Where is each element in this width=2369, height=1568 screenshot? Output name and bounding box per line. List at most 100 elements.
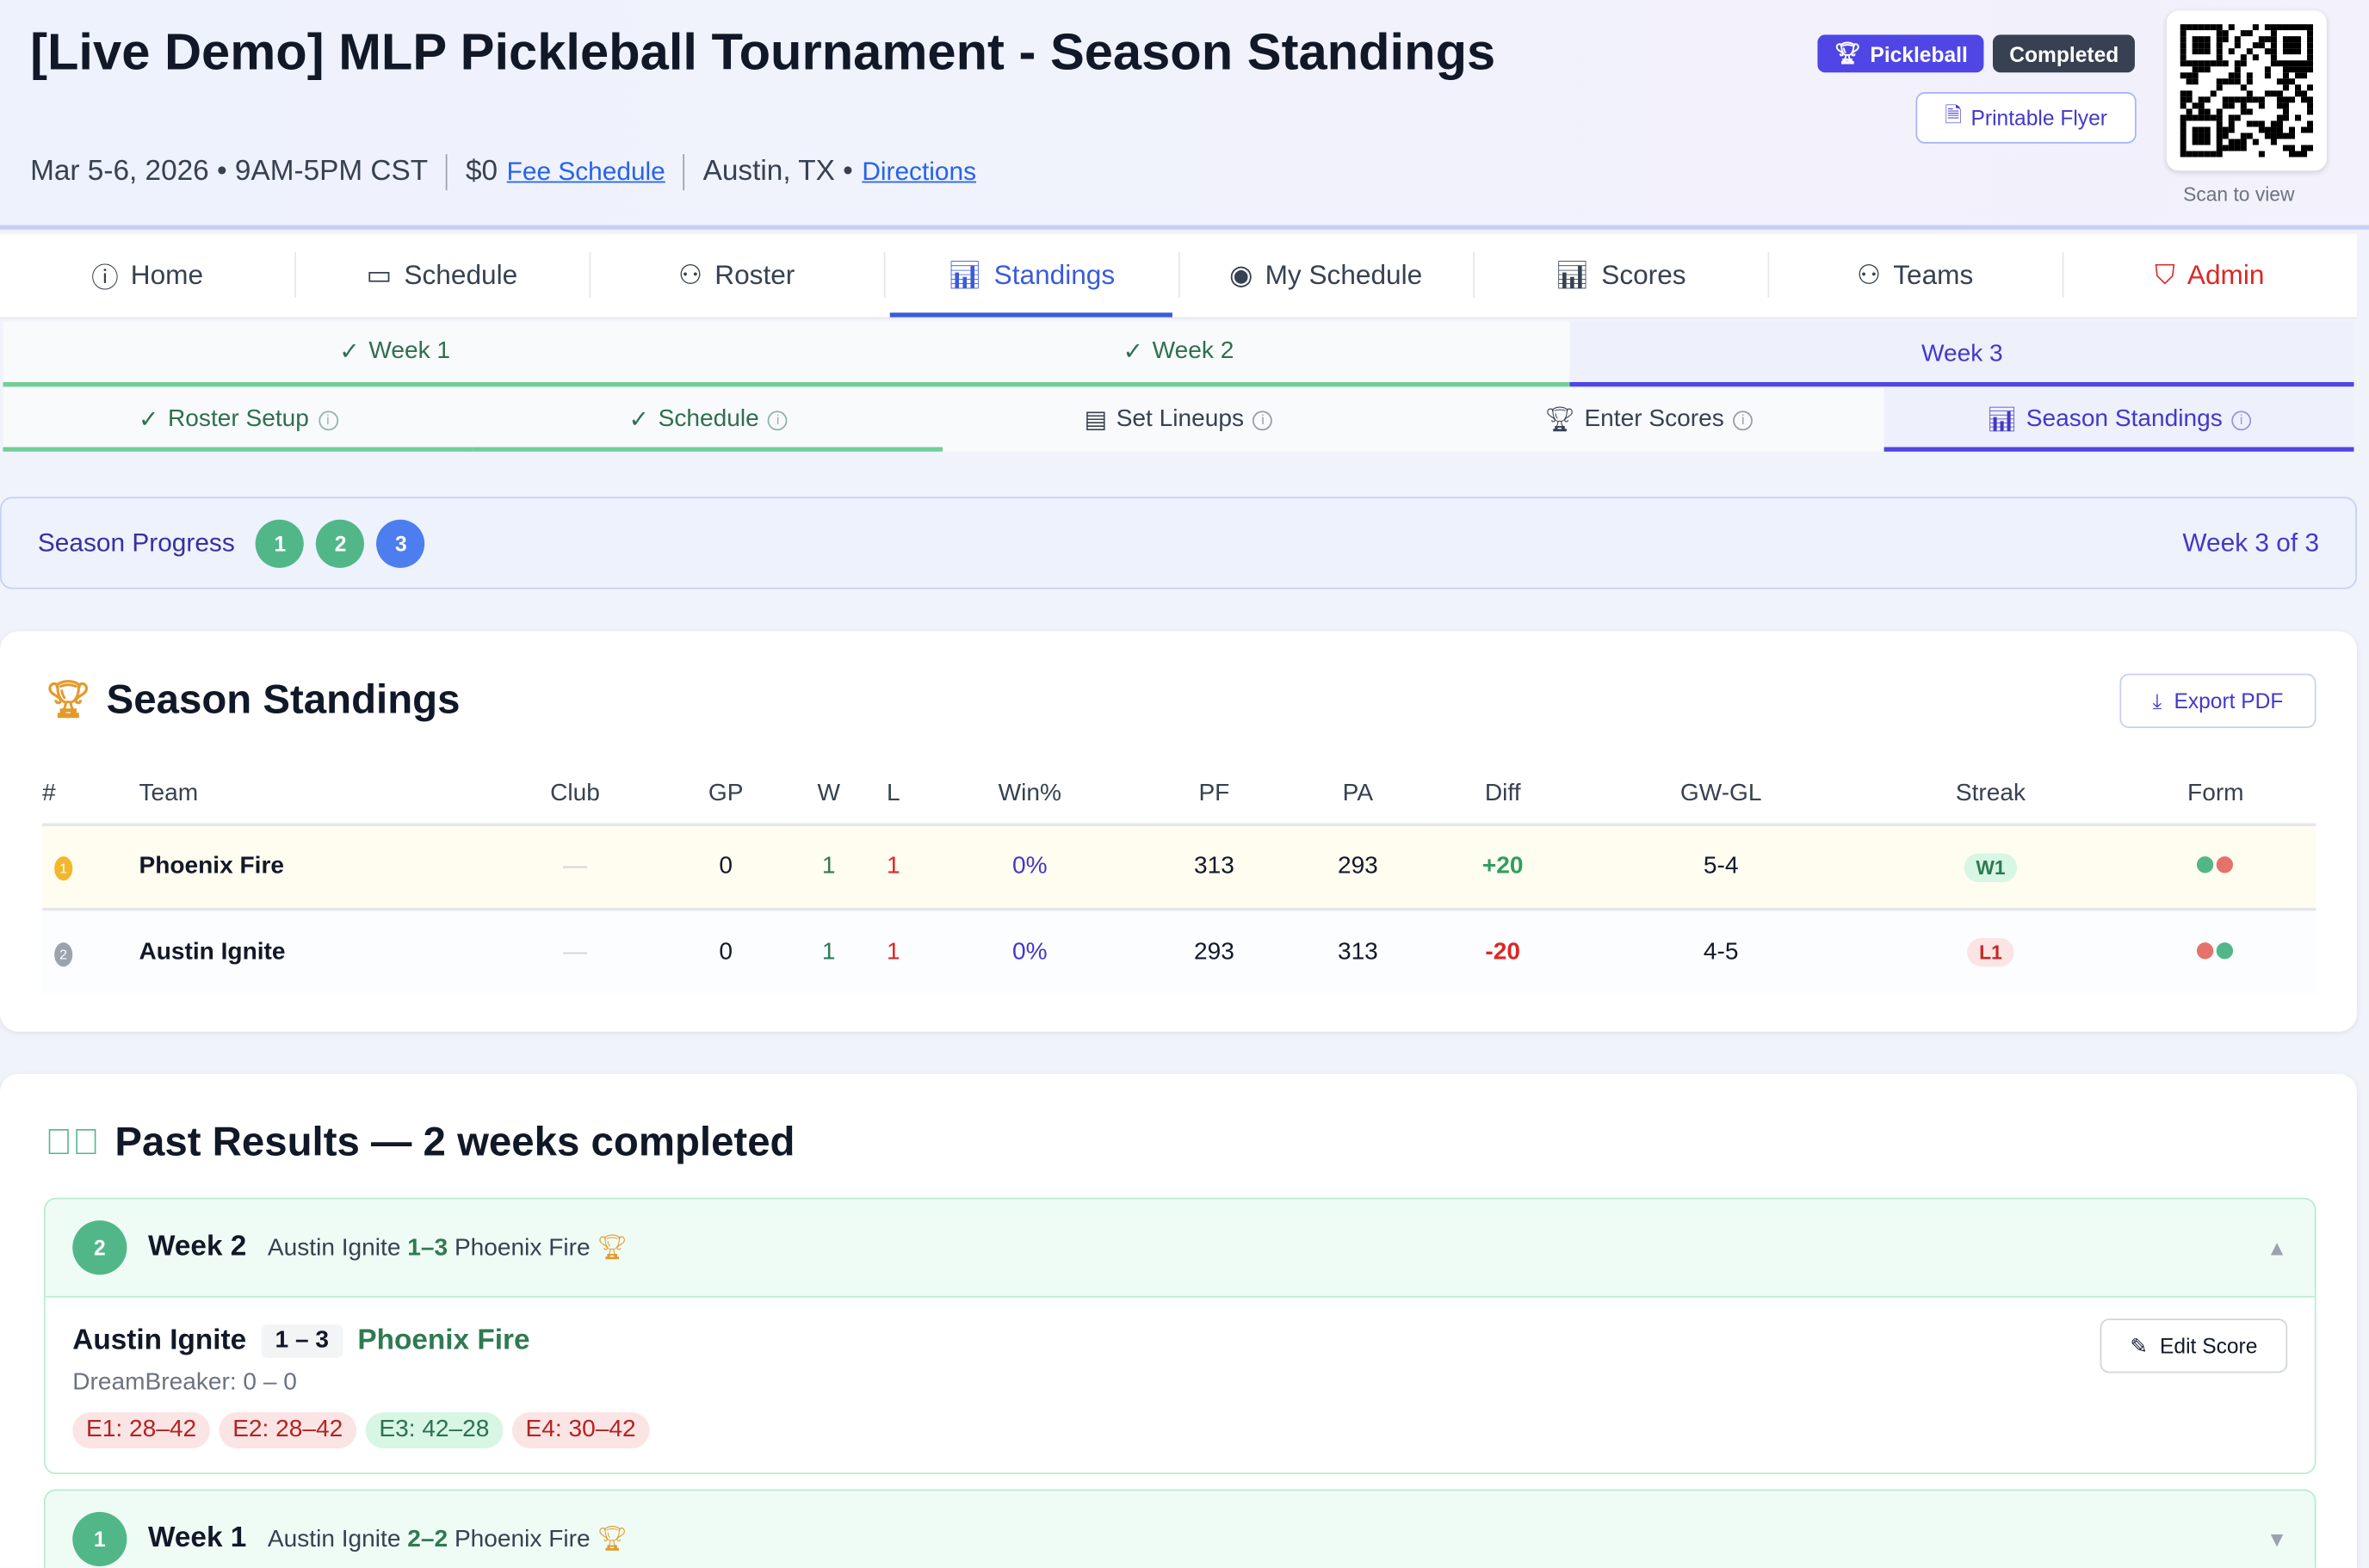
past-results-card: ✓⃝ Past Results — 2 weeks completed 2 Wee… — [0, 1073, 2357, 1568]
tab-standings[interactable]: 📊︎ Standings — [883, 234, 1178, 318]
step-roster-setup[interactable]: ✓ Roster Setup i — [3, 388, 473, 452]
week-tab-1[interactable]: ✓ Week 1 — [3, 322, 787, 382]
fee-schedule-link[interactable]: Fee Schedule — [506, 157, 665, 186]
tab-label: Roster — [714, 259, 795, 290]
standings-title: Season Standings — [106, 676, 461, 722]
export-pdf-button[interactable]: ⤓ Export PDF — [2119, 673, 2316, 728]
tab-label: Admin — [2187, 259, 2265, 290]
printable-flyer-button[interactable]: 🗎 Printable Flyer — [1915, 92, 2137, 144]
info-icon[interactable]: i — [318, 410, 338, 430]
step-enter-scores[interactable]: 🏆︎ Enter Scores i — [1413, 388, 1883, 452]
home-team: Austin Ignite — [267, 1235, 401, 1262]
info-icon[interactable]: i — [1733, 410, 1754, 430]
step-label: Enter Scores — [1584, 406, 1724, 432]
column-header[interactable]: Club — [486, 764, 664, 827]
tab-schedule[interactable]: ▭ Schedule — [294, 234, 589, 318]
column-header[interactable]: # — [42, 764, 139, 827]
tab-roster[interactable]: ⚇ Roster — [589, 234, 883, 318]
form-dots — [2115, 824, 2316, 911]
cell-streak: L1 — [1865, 909, 2116, 994]
step-schedule[interactable]: ✓ Schedule i — [473, 388, 943, 452]
check-icon: ✓ — [628, 407, 650, 434]
week-number: 1 — [72, 1511, 127, 1567]
event-chip: E1: 28–42 — [72, 1412, 210, 1449]
step-label: Set Lineups — [1116, 406, 1245, 432]
directions-link[interactable]: Directions — [862, 157, 977, 186]
step-label: Roster Setup — [168, 406, 309, 432]
season-progress: Season Progress 1 2 3 Week 3 of 3 — [0, 497, 2357, 590]
away-team: Phoenix Fire — [454, 1235, 591, 1262]
column-header[interactable]: GP — [663, 764, 789, 827]
page-title: [Live Demo] MLP Pickleball Tournament - … — [30, 24, 1496, 82]
cell-club: — — [486, 909, 664, 994]
info-icon[interactable]: i — [1253, 410, 1273, 430]
eye-icon: ◉ — [1228, 259, 1253, 290]
past-results-heading: ✓⃝ Past Results — 2 weeks completed — [46, 1120, 795, 1166]
trophy-icon: 🏆︎ — [597, 1235, 628, 1262]
cell-streak: W1 — [1865, 824, 2116, 911]
trophy-icon: 🏆︎ — [597, 1527, 628, 1553]
dreambreaker-score: DreamBreaker: 0 – 0 — [72, 1369, 297, 1396]
sport-badge-label: Pickleball — [1870, 41, 1968, 66]
scan-caption: Scan to view — [2183, 182, 2295, 206]
cell-pa: 313 — [1285, 909, 1430, 994]
edit-label: Edit Score — [2160, 1333, 2258, 1358]
step-season-standings[interactable]: 📊︎ Season Standings i — [1883, 388, 2354, 452]
week-label: Week 2 — [147, 1231, 247, 1263]
column-header[interactable]: PA — [1285, 764, 1430, 827]
column-header[interactable]: Streak — [1865, 764, 2116, 827]
main-nav: ⓘ Home ▭ Schedule ⚇ Roster 📊︎ Standings ◉ My … — [0, 234, 2357, 319]
column-header[interactable]: Team — [139, 764, 487, 827]
week-result-header[interactable]: 2 Week 2 Austin Ignite 1–3 Phoenix Fire … — [46, 1200, 2315, 1296]
shield-icon: ⛉ — [2155, 259, 2175, 290]
fee: $0 — [466, 155, 498, 188]
tab-label: Scores — [1601, 259, 1686, 290]
workflow-steps: ✓ Roster Setup i ✓ Schedule i ▤ Set Lineups i … — [3, 388, 2354, 452]
column-header[interactable]: W — [788, 764, 869, 827]
info-icon[interactable]: i — [2231, 410, 2252, 430]
edit-icon: ✎ — [2130, 1332, 2148, 1357]
column-header[interactable]: Form — [2115, 764, 2316, 827]
column-header[interactable]: PF — [1141, 764, 1286, 827]
column-header[interactable]: Diff — [1429, 764, 1576, 827]
tab-my-schedule[interactable]: ◉ My Schedule — [1178, 234, 1473, 318]
column-header[interactable]: Win% — [917, 764, 1142, 827]
edit-score-button[interactable]: ✎ Edit Score — [2100, 1318, 2288, 1374]
cell-team: Phoenix Fire — [139, 824, 487, 911]
sport-badge: 🏆︎ Pickleball — [1817, 34, 1985, 73]
week-tabs: ✓ Week 1 ✓ Week 2 Week 3 — [3, 321, 2354, 387]
tab-teams[interactable]: ⚇ Teams — [1767, 234, 2062, 318]
week-label: Week 3 — [1921, 340, 2003, 367]
standings-table: # Team Club GP W L Win% PF PA Diff GW-GL Streak Form… — [42, 764, 2316, 994]
step-set-lineups[interactable]: ▤ Set Lineups i — [943, 388, 1413, 452]
form-dot-win — [2197, 856, 2215, 874]
divider — [683, 154, 685, 191]
event-chip: E2: 28–42 — [219, 1412, 357, 1449]
column-header[interactable]: L — [869, 764, 918, 827]
chevron-down-icon[interactable]: ▼ — [2266, 1527, 2288, 1552]
calendar-icon: ▭ — [366, 259, 393, 290]
week-tab-3[interactable]: Week 3 — [1570, 321, 2354, 387]
column-header[interactable]: GW-GL — [1575, 764, 1866, 827]
tab-home[interactable]: ⓘ Home — [0, 234, 294, 318]
check-icon: ✓ — [1123, 339, 1144, 366]
week-tab-2[interactable]: ✓ Week 2 — [787, 322, 1570, 382]
week-label: Week 1 — [147, 1522, 247, 1554]
tab-scores[interactable]: 📊︎ Scores — [1473, 234, 1767, 318]
week-result-1: 1 Week 1 Austin Ignite 2–2 Phoenix Fire … — [43, 1489, 2316, 1568]
info-icon[interactable]: i — [768, 410, 789, 430]
week-result-2: 2 Week 2 Austin Ignite 1–3 Phoenix Fire … — [43, 1197, 2316, 1474]
cell-pa: 293 — [1285, 824, 1430, 911]
progress-week: Week 3 of 3 — [2182, 528, 2320, 557]
cell-gwgl: 5-4 — [1575, 824, 1866, 911]
chevron-up-icon[interactable]: ▲ — [2266, 1235, 2288, 1260]
event-meta: Mar 5-6, 2026 • 9AM-5PM CST $0 Fee Schedu… — [30, 154, 977, 191]
week-result-body: Austin Ignite 1 – 3 Phoenix Fire DreamBrea… — [45, 1295, 2315, 1473]
cell-pf: 313 — [1141, 824, 1286, 911]
cell-l: 1 — [869, 824, 918, 911]
tab-admin[interactable]: ⛉ Admin — [2062, 234, 2357, 318]
cell-w: 1 — [788, 909, 869, 994]
game-result: Austin Ignite 1 – 3 Phoenix Fire — [72, 1324, 2287, 1358]
week-result-header[interactable]: 1 Week 1 Austin Ignite 2–2 Phoenix Fire … — [46, 1491, 2315, 1568]
tab-label: Standings — [993, 259, 1116, 290]
